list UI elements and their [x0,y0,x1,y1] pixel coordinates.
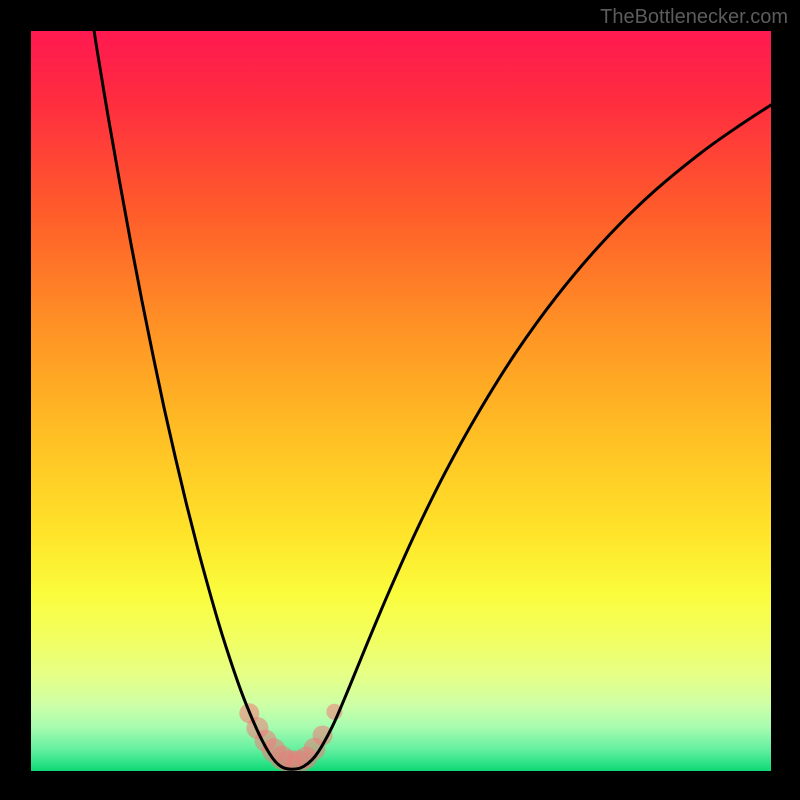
plot-area [31,31,771,771]
bottleneck-curve-chart [31,31,771,771]
watermark-text: TheBottlenecker.com [600,6,788,29]
bottleneck-curve [89,31,771,769]
chart-stage: TheBottlenecker.com [0,0,800,800]
